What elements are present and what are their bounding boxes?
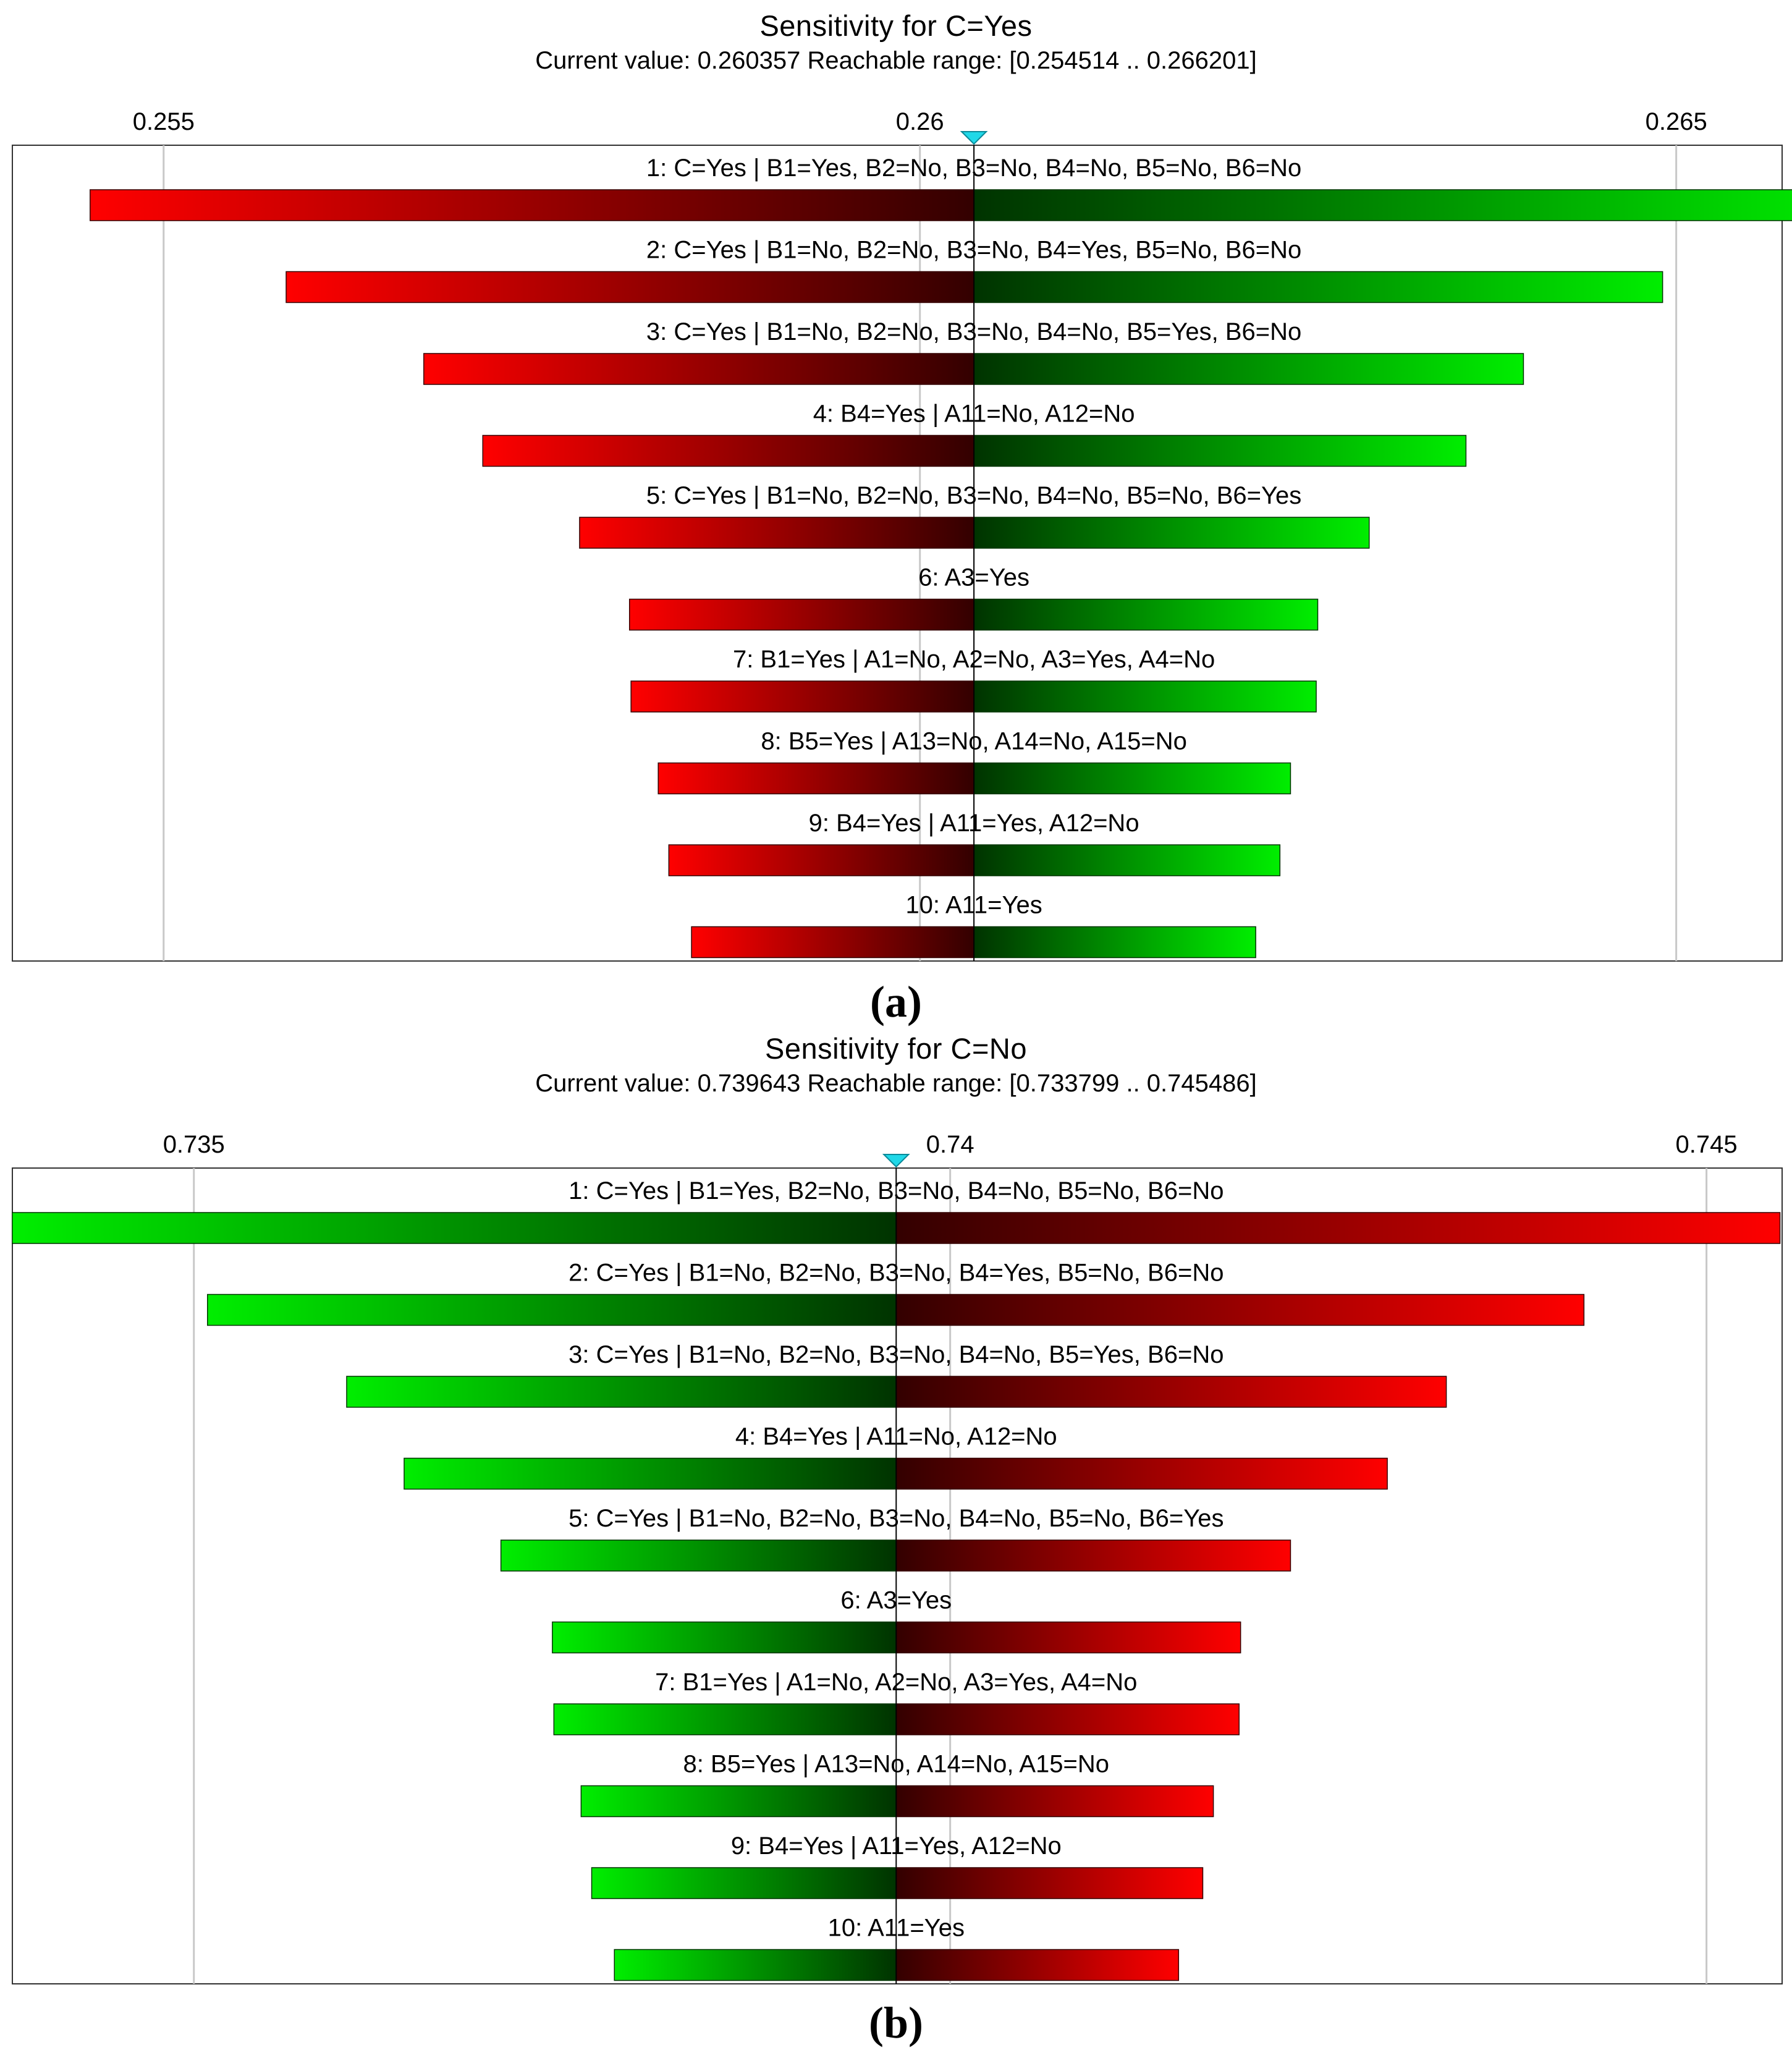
bar-high-segment	[895, 1703, 1240, 1735]
x-tick-label: 0.265	[1646, 108, 1707, 135]
bar-low-segment	[657, 762, 974, 795]
x-tick-label: 0.735	[163, 1131, 225, 1158]
bar-low-segment	[580, 1785, 897, 1818]
bar-row: 6: A3=Yes	[552, 1587, 1241, 1654]
bar-low-segment	[500, 1539, 897, 1572]
x-tick-label: 0.255	[133, 108, 195, 135]
bar-high-segment	[973, 598, 1319, 631]
bar-high-segment	[973, 517, 1370, 549]
bar-high-segment	[973, 926, 1256, 959]
bar-low-segment	[668, 844, 974, 876]
bar-high-segment	[973, 271, 1663, 303]
bar-low-segment	[552, 1621, 897, 1654]
chart-subtitle: Current value: 0.739643 Reachable range:…	[535, 1070, 1257, 1097]
bar-low-segment	[628, 598, 974, 631]
bar-high-segment	[973, 762, 1291, 795]
bar-low-segment	[346, 1376, 897, 1408]
bar-high-segment	[973, 680, 1317, 713]
bar-low-segment	[691, 926, 974, 959]
x-tick-label: 0.745	[1676, 1131, 1738, 1158]
current-value-marker-icon	[960, 131, 988, 145]
bar-high-segment	[895, 1867, 1204, 1899]
bar-high-segment	[895, 1457, 1388, 1490]
bar-low-segment	[285, 271, 974, 303]
bar-high-segment	[973, 189, 1792, 221]
x-tick-label: 0.26	[896, 108, 944, 135]
bar-low-segment	[482, 434, 974, 467]
panel-label-b: (b)	[869, 1998, 923, 2047]
bar-low-segment	[614, 1949, 897, 1981]
bar-low-segment	[423, 353, 974, 385]
bar-low-segment	[12, 1212, 897, 1244]
chart-panel-a: Sensitivity for C=Yes Current value: 0.2…	[0, 0, 1792, 964]
bar-row: 2: C=Yes | B1=No, B2=No, B3=No, B4=Yes, …	[207, 1260, 1585, 1326]
chart-subtitle: Current value: 0.260357 Reachable range:…	[535, 47, 1257, 74]
bar-high-segment	[895, 1376, 1447, 1408]
x-tick-label: 0.74	[926, 1131, 974, 1158]
bar-row: 1: C=Yes | B1=Yes, B2=No, B3=No, B4=No, …	[12, 1177, 1781, 1244]
current-value-marker-icon	[882, 1154, 910, 1168]
bar-high-segment	[895, 1294, 1585, 1326]
bar-high-segment	[895, 1785, 1214, 1818]
bar-high-segment	[895, 1212, 1781, 1244]
bar-high-segment	[973, 844, 1281, 876]
bar-row: 3: C=Yes | B1=No, B2=No, B3=No, B4=No, B…	[423, 318, 1524, 385]
bar-low-segment	[553, 1703, 897, 1735]
bar-low-segment	[90, 189, 974, 221]
panel-label-a: (a)	[870, 977, 922, 1027]
bar-row: 4: B4=Yes | A11=No, A12=No	[482, 400, 1467, 467]
chart-panel-b: Sensitivity for C=No Current value: 0.73…	[0, 1023, 1792, 1987]
bar-low-segment	[579, 517, 974, 549]
bar-low-segment	[630, 680, 974, 713]
plot-frame	[12, 1167, 1783, 1984]
bar-low-segment	[404, 1457, 897, 1490]
bar-low-segment	[207, 1294, 897, 1326]
bar-high-segment	[973, 434, 1467, 467]
bar-high-segment	[895, 1621, 1241, 1654]
chart-title: Sensitivity for C=No	[764, 1032, 1027, 1065]
plot-frame	[12, 145, 1783, 962]
bar-high-segment	[973, 353, 1524, 385]
chart-title: Sensitivity for C=Yes	[759, 9, 1033, 42]
bar-high-segment	[895, 1539, 1291, 1572]
bar-high-segment	[895, 1949, 1180, 1981]
bar-low-segment	[591, 1867, 897, 1899]
tornado-chart-b: 0.735 0.74 0.745 1: C=Yes | B1=Yes, B2=No, …	[12, 1131, 1783, 1984]
